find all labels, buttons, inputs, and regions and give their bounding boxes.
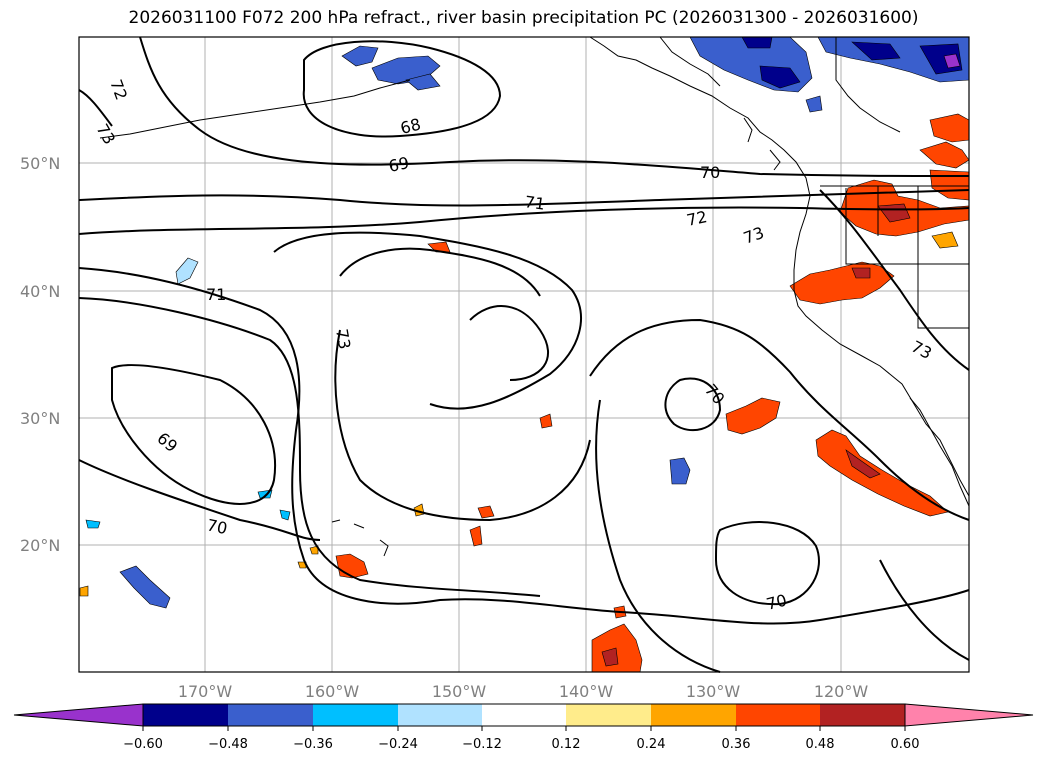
colorbar-tick-label: 0.24 [637,737,666,752]
lon-label: 130°W [686,682,741,701]
contour-label: 68 [398,115,422,138]
lat-label: 50°N [20,154,60,173]
colorbar-tick-label: −0.60 [123,737,163,752]
colorbar-segment [820,704,905,726]
map-frame [78,36,970,673]
lon-axis: 170°W 160°W 150°W 140°W 130°W 120°W [178,682,869,701]
contour-label: 70 [764,591,788,614]
colorbar-segment [651,704,736,726]
colorbar-segment [143,704,228,726]
colorbar-tick-label: 0.36 [722,737,751,752]
colorbar: −0.60 −0.48 −0.36 −0.24 −0.12 0.12 0.24 … [13,703,1034,752]
coastlines [99,36,970,557]
lon-label: 150°W [432,682,487,701]
lon-label: 160°W [305,682,360,701]
lat-label: 30°N [20,409,60,428]
lon-label: 120°W [814,682,869,701]
colorbar-tick-label: 0.48 [806,737,835,752]
contour-label: 70 [700,163,720,182]
lon-label: 140°W [559,682,614,701]
colorbar-tick-label: −0.48 [208,737,248,752]
colorbar-tick-label: 0.60 [891,737,920,752]
colorbar-segment [228,704,313,726]
contour-label: 72 [685,207,709,230]
contour-label: 71 [206,285,226,304]
colorbar-over-arrow [904,703,1034,727]
colorbar-segment [482,704,566,726]
colorbar-segment [566,704,651,726]
contour-label: 69 [387,153,411,176]
gridlines [79,37,969,672]
colorbar-tick-label: 0.12 [552,737,581,752]
map-title: 2026031100 F072 200 hPa refract., river … [128,8,919,28]
colorbar-tick-label: −0.12 [462,737,502,752]
lon-label: 170°W [178,682,233,701]
colorbar-tick-label: −0.24 [378,737,418,752]
colorbar-under-arrow [13,703,144,727]
colorbar-segment [398,704,482,726]
lat-label: 20°N [20,536,60,555]
contour-label: 73 [332,327,354,350]
lat-label: 40°N [20,282,60,301]
colorbar-border [142,703,906,727]
precipitation-shading [79,36,970,673]
contour-label: 70 [205,515,229,538]
colorbar-segment [736,704,820,726]
contour-label: 71 [523,192,546,214]
map-area [79,37,969,672]
colorbar-tick-label: −0.36 [293,737,333,752]
lat-axis: 50°N 40°N 30°N 20°N [20,154,60,555]
colorbar-segment [313,704,398,726]
refractivity-contours [78,36,970,673]
